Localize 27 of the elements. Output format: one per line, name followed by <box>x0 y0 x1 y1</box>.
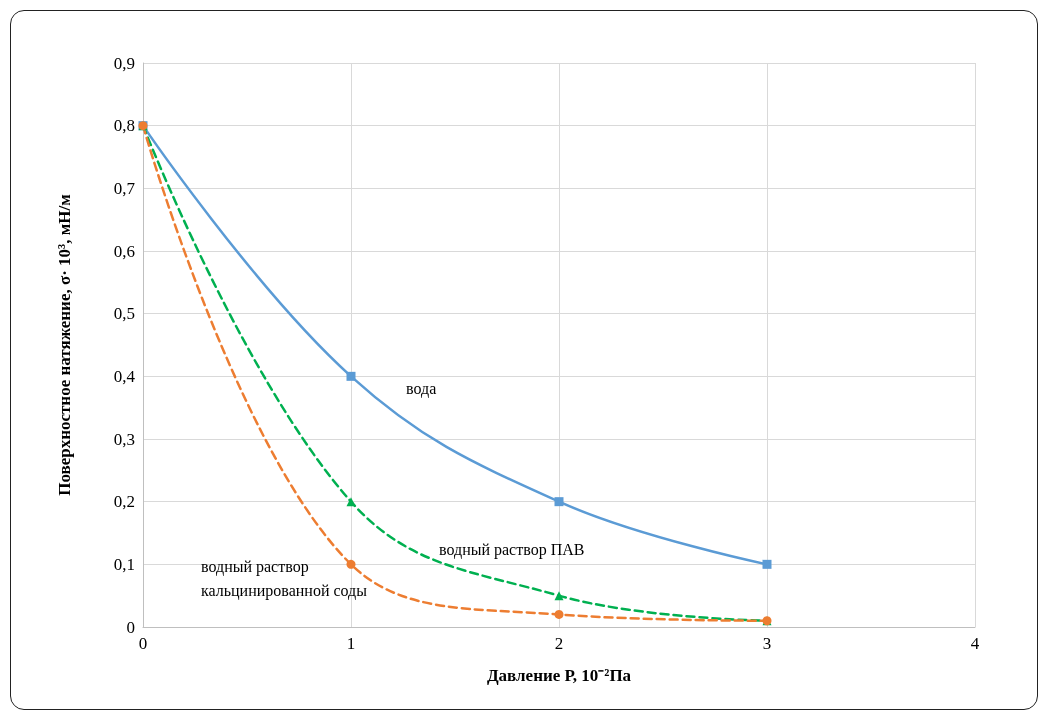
y-tick-label: 0,5 <box>113 304 135 324</box>
point <box>554 591 564 601</box>
point <box>346 371 356 381</box>
y-tick-label: 0,2 <box>113 492 135 512</box>
y-tick-label: 0 <box>126 617 135 637</box>
point <box>554 497 564 507</box>
point <box>346 497 356 507</box>
y-tick-label: 0,8 <box>113 116 135 136</box>
y-tick-label: 0,4 <box>113 366 136 386</box>
y-tick-label: 0,6 <box>113 241 135 261</box>
x-tick-label: 0 <box>138 634 148 653</box>
series-label: водный раствор кальцинированной соды <box>201 557 368 600</box>
point <box>554 609 564 619</box>
point <box>762 559 772 569</box>
y-tick-label: 0,9 <box>113 53 135 73</box>
x-tick-label: 2 <box>554 634 564 653</box>
point <box>346 559 356 569</box>
series-label: водный раствор ПАВ <box>439 541 585 560</box>
y-tick-label: 0,7 <box>113 178 136 198</box>
x-tick-label: 3 <box>762 634 772 653</box>
y-tick-label: 0,3 <box>113 429 135 449</box>
x-tick-label: 1 <box>346 634 356 653</box>
y-axis-title: Поверхностное натяжение, σ· 10³, мН/м <box>55 193 74 496</box>
x-axis-title: Давление Р, 10⁻²Па <box>486 666 632 685</box>
y-tick-label: 0,1 <box>113 554 135 574</box>
series-label: вода <box>406 379 437 398</box>
x-tick-label: 4 <box>970 634 980 653</box>
